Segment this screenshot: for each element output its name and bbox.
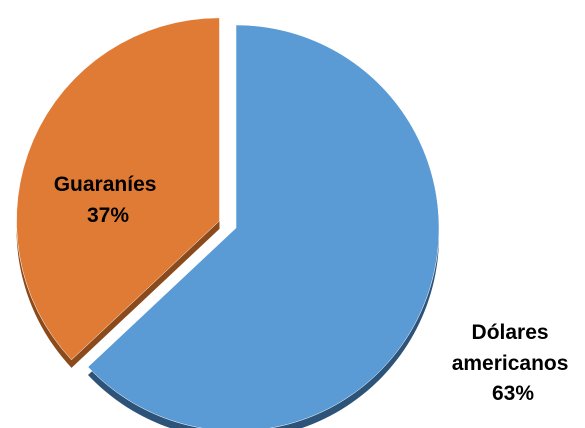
slice-label-guaranies-name: Guaraníes bbox=[54, 173, 157, 196]
slice-label-dolares: Dólares americanos 63% bbox=[452, 321, 575, 405]
pie-slice-0 bbox=[87, 24, 440, 428]
slice-label-dolares-name2: americanos bbox=[452, 352, 569, 375]
slice-label-line: Guaraníes 37% bbox=[54, 173, 163, 227]
slice-label-dolares-name: Dólares bbox=[472, 321, 549, 344]
pie-slices bbox=[16, 17, 440, 428]
slice-label-dolares-percent: 63% bbox=[492, 382, 534, 405]
pie-slice-1 bbox=[16, 17, 220, 361]
slice-label-guaranies-percent: 37% bbox=[87, 204, 129, 227]
